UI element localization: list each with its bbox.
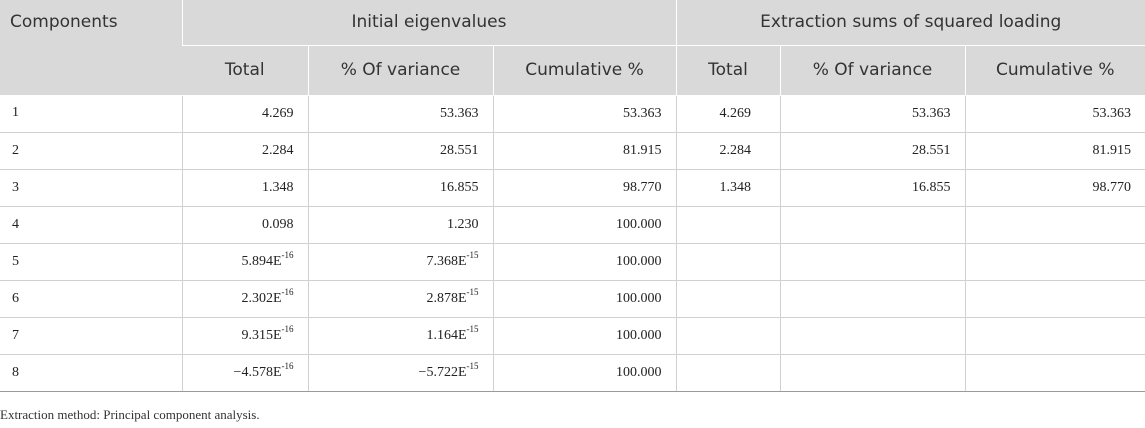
subheader-extraction-variance: % Of variance [779,45,965,96]
subheader-extraction-total: Total [675,45,780,96]
cell-initial-variance: 2.878E-15 [307,279,494,318]
cell-extraction-total [675,205,781,244]
table-row: 1 4.269 53.363 53.363 4.269 53.363 53.36… [0,95,1145,133]
cell-component: 5 [0,242,183,281]
table-footnote: Extraction method: Principal component a… [0,407,260,422]
cell-extraction-variance [779,205,966,244]
table-header: Components Initial eigenvalues Extractio… [0,0,1145,96]
value-exponent: -16 [281,323,294,334]
table-row: 2 2.284 28.551 81.915 2.284 28.551 81.91… [0,131,1145,170]
cell-initial-variance: 28.551 [307,131,494,170]
cell-component: 8 [0,353,183,392]
cell-initial-total: 5.894E-16 [181,242,309,281]
cell-extraction-cumulative: 53.363 [964,95,1145,133]
cell-initial-total: 1.348 [181,168,309,207]
cell-extraction-variance [779,316,966,355]
value-exponent: -16 [281,249,294,260]
value-exponent: -15 [466,360,479,371]
cell-initial-variance: 7.368E-15 [307,242,494,281]
value-base: −5.722E [418,364,467,380]
eigenvalues-table: Components Initial eigenvalues Extractio… [0,0,1145,392]
cell-initial-cumulative: 100.000 [492,353,677,392]
value-base: 2.302E [241,290,282,306]
value-base: 7.368E [426,253,467,269]
cell-extraction-total [675,316,781,355]
cell-initial-variance: 1.230 [307,205,494,244]
cell-initial-cumulative: 100.000 [492,242,677,281]
table-row: 5 5.894E-16 7.368E-15 100.000 [0,242,1145,281]
cell-extraction-variance: 53.363 [779,95,966,133]
table-row: 4 0.098 1.230 100.000 [0,205,1145,244]
cell-extraction-cumulative [964,205,1145,244]
value-base: 2.878E [426,290,467,306]
cell-initial-cumulative: 100.000 [492,279,677,318]
value-base: 9.315E [241,327,282,343]
value-exponent: -15 [466,249,479,260]
cell-component: 1 [0,95,183,133]
cell-extraction-total [675,353,781,392]
subheader-extraction-cumulative: Cumulative % [964,45,1145,96]
cell-extraction-cumulative: 98.770 [964,168,1145,207]
cell-component: 7 [0,316,183,355]
table-row: 8 −4.578E-16 −5.722E-15 100.000 [0,353,1145,392]
cell-extraction-variance: 16.855 [779,168,966,207]
cell-component: 4 [0,205,183,244]
cell-extraction-variance [779,353,966,392]
cell-initial-variance: 16.855 [307,168,494,207]
header-extraction-sums: Extraction sums of squared loading [675,0,1145,46]
cell-initial-total: 2.284 [181,131,309,170]
cell-initial-total: 2.302E-16 [181,279,309,318]
table-body: 1 4.269 53.363 53.363 4.269 53.363 53.36… [0,95,1145,392]
subheader-initial-cumulative: Cumulative % [492,45,676,96]
value-base: 5.894E [241,253,282,269]
cell-extraction-total: 2.284 [675,131,781,170]
cell-initial-variance: 53.363 [307,95,494,133]
cell-initial-cumulative: 98.770 [492,168,677,207]
cell-initial-cumulative: 53.363 [492,95,677,133]
cell-extraction-total [675,242,781,281]
value-base: 1.164E [426,327,467,343]
subheader-initial-total: Total [182,45,308,96]
cell-initial-total: −4.578E-16 [181,353,309,392]
value-exponent: -15 [466,323,479,334]
cell-extraction-cumulative [964,242,1145,281]
header-initial-eigenvalues: Initial eigenvalues [181,0,676,46]
header-components: Components [0,0,182,95]
cell-extraction-variance: 28.551 [779,131,966,170]
table-row: 6 2.302E-16 2.878E-15 100.000 [0,279,1145,318]
table-row: 7 9.315E-16 1.164E-15 100.000 [0,316,1145,355]
cell-initial-cumulative: 81.915 [492,131,677,170]
cell-extraction-total [675,279,781,318]
cell-component: 6 [0,279,183,318]
value-exponent: -16 [281,360,294,371]
cell-initial-total: 4.269 [181,95,309,133]
cell-initial-variance: 1.164E-15 [307,316,494,355]
value-base: −4.578E [233,364,282,380]
cell-initial-cumulative: 100.000 [492,205,677,244]
cell-component: 3 [0,168,183,207]
cell-extraction-cumulative [964,279,1145,318]
cell-initial-cumulative: 100.000 [492,316,677,355]
cell-initial-total: 0.098 [181,205,309,244]
cell-extraction-cumulative: 81.915 [964,131,1145,170]
cell-extraction-variance [779,279,966,318]
value-exponent: -15 [466,286,479,297]
cell-component: 2 [0,131,183,170]
subheader-initial-variance: % Of variance [307,45,493,96]
cell-extraction-cumulative [964,353,1145,392]
table-row: 3 1.348 16.855 98.770 1.348 16.855 98.77… [0,168,1145,207]
cell-extraction-variance [779,242,966,281]
cell-extraction-total: 4.269 [675,95,781,133]
value-exponent: -16 [281,286,294,297]
cell-extraction-total: 1.348 [675,168,781,207]
cell-initial-total: 9.315E-16 [181,316,309,355]
cell-initial-variance: −5.722E-15 [307,353,494,392]
cell-extraction-cumulative [964,316,1145,355]
